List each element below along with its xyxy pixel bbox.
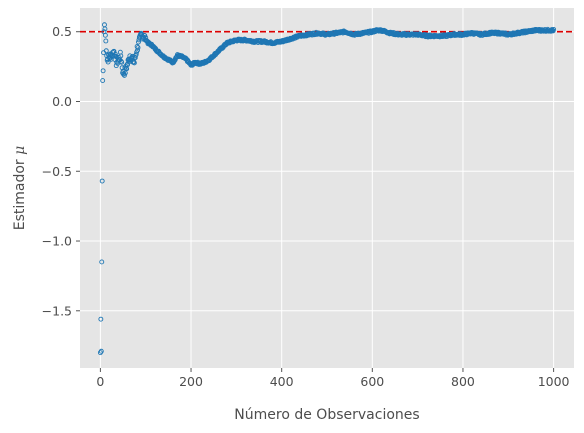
estimator-point: [118, 53, 124, 59]
estimator-point: [99, 178, 105, 184]
x-tick-label: 800: [451, 374, 475, 389]
estimator-point: [102, 32, 108, 38]
estimator-point: [98, 316, 104, 322]
y-tick-label: −0.5: [42, 164, 72, 179]
x-tick-label: 0: [96, 374, 104, 389]
estimator-point: [125, 62, 131, 68]
estimator-point: [103, 38, 109, 44]
estimator-point: [135, 45, 141, 51]
x-tick-label: 400: [270, 374, 294, 389]
y-tick-label: −1.5: [42, 303, 72, 318]
x-tick-label: 600: [360, 374, 384, 389]
x-tick-label: 200: [179, 374, 203, 389]
estimator-points: [97, 22, 557, 356]
estimator-point: [122, 70, 128, 76]
y-axis-label-text: Estimador: [12, 159, 28, 230]
x-axis-label: Número de Observaciones: [234, 407, 419, 423]
estimator-point: [100, 68, 106, 74]
estimator-point: [551, 26, 557, 32]
estimator-point: [135, 47, 141, 53]
y-axis-label: Estimador μ: [12, 146, 28, 231]
estimator-point: [102, 26, 108, 32]
estimator-point: [113, 53, 119, 59]
estimator-point: [105, 59, 111, 65]
estimator-point: [131, 60, 137, 66]
y-tick-label: −1.0: [42, 234, 72, 249]
estimator-point: [121, 72, 127, 78]
estimator-point: [103, 48, 109, 54]
estimator-point: [119, 59, 125, 65]
estimator-point: [99, 259, 105, 265]
y-axis-label-symbol: μ: [12, 146, 28, 155]
estimator-point: [130, 53, 136, 59]
y-tick-label: 0.0: [52, 94, 72, 109]
x-tick-label: 1000: [538, 374, 570, 389]
y-tick-label: 0.5: [52, 24, 72, 39]
estimator-point: [100, 78, 106, 84]
estimator-point: [133, 51, 139, 57]
plot-background: [80, 8, 574, 368]
estimator-point: [136, 39, 141, 45]
tick-labels: 0 200 400 600 800 1000 0.5 0.0 −0.5 −1.0 −1.5: [42, 24, 570, 389]
estimator-point: [98, 348, 104, 354]
